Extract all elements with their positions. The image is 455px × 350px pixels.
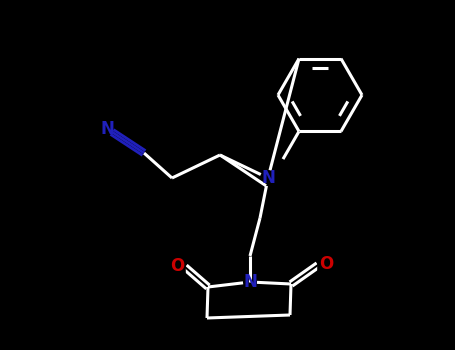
Text: N: N (100, 120, 114, 138)
Text: N: N (243, 273, 257, 291)
Text: O: O (170, 257, 184, 275)
Text: N: N (261, 169, 275, 187)
Text: O: O (319, 255, 333, 273)
